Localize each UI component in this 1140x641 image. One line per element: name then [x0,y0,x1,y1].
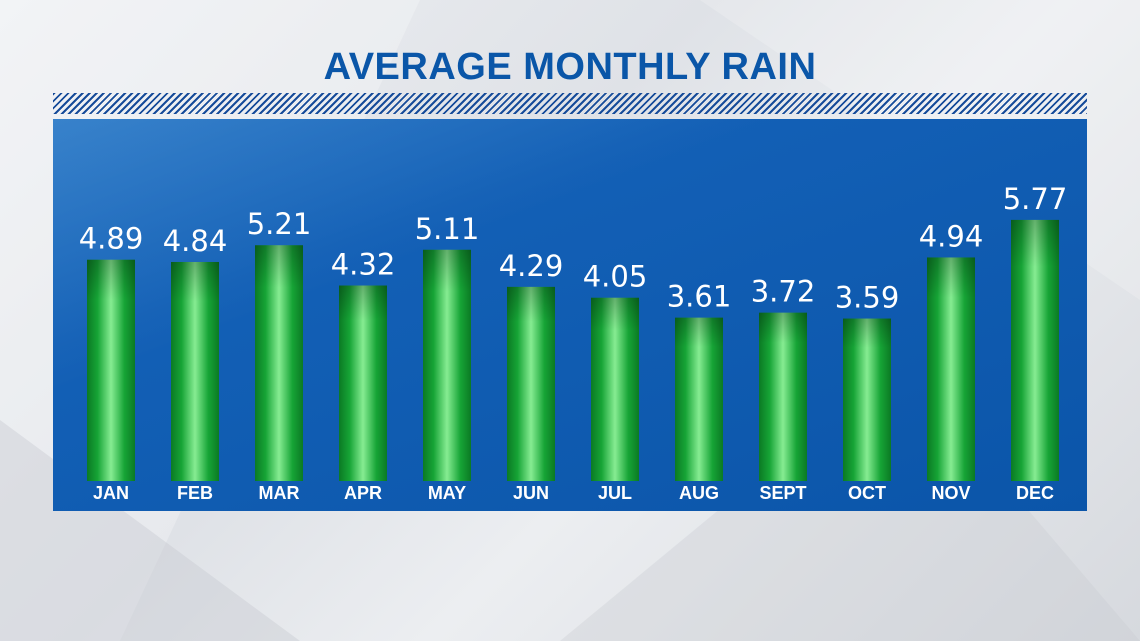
value-label-may: 5.11 [415,212,480,246]
chart-panel: 4.89 JAN 4.84 FEB 5.21 MAR 4.32 APR 5.11 MAY 4.29 J… [53,119,1087,511]
value-label-jun: 4.29 [499,249,564,283]
bars-layer: 4.89 JAN 4.84 FEB 5.21 MAR 4.32 APR 5.11 MAY 4.29 J… [79,182,1068,503]
bar-chart: 4.89 JAN 4.84 FEB 5.21 MAR 4.32 APR 5.11 MAY 4.29 J… [53,119,1087,511]
value-label-aug: 3.61 [667,280,732,314]
bar-shade-nov [927,257,975,481]
value-label-jan: 4.89 [79,222,144,256]
bar-shade-apr [339,285,387,481]
bar-shade-dec [1011,219,1059,481]
value-label-feb: 4.84 [163,224,228,258]
bar-shade-jun [507,286,555,481]
category-label-jun: JUN [513,483,549,503]
category-label-apr: APR [344,483,382,503]
panel-sheen [53,119,1087,511]
bar-shade-aug [675,317,723,481]
bar-shade-jan [87,259,135,481]
category-label-sept: SEPT [759,483,806,503]
category-label-may: MAY [428,483,466,503]
bar-shade-oct [843,318,891,481]
value-label-dec: 5.77 [1003,182,1068,216]
category-label-nov: NOV [931,483,970,503]
category-label-feb: FEB [177,483,213,503]
category-label-jan: JAN [93,483,129,503]
value-label-apr: 4.32 [331,248,396,282]
bar-shade-may [423,249,471,481]
category-label-dec: DEC [1016,483,1054,503]
bar-shade-mar [255,245,303,481]
bar-shade-feb [171,261,219,481]
bar-shade-jul [591,297,639,481]
title-divider-stripe [53,93,1087,114]
value-label-sept: 3.72 [751,275,816,309]
category-label-mar: MAR [259,483,300,503]
value-label-nov: 4.94 [919,219,984,253]
value-label-oct: 3.59 [835,281,900,315]
value-label-mar: 5.21 [247,207,312,241]
category-label-jul: JUL [598,483,632,503]
chart-title: AVERAGE MONTHLY RAIN [323,46,817,88]
category-label-aug: AUG [679,483,719,503]
value-label-jul: 4.05 [583,260,648,294]
bar-shade-sept [759,312,807,481]
category-label-oct: OCT [848,483,886,503]
